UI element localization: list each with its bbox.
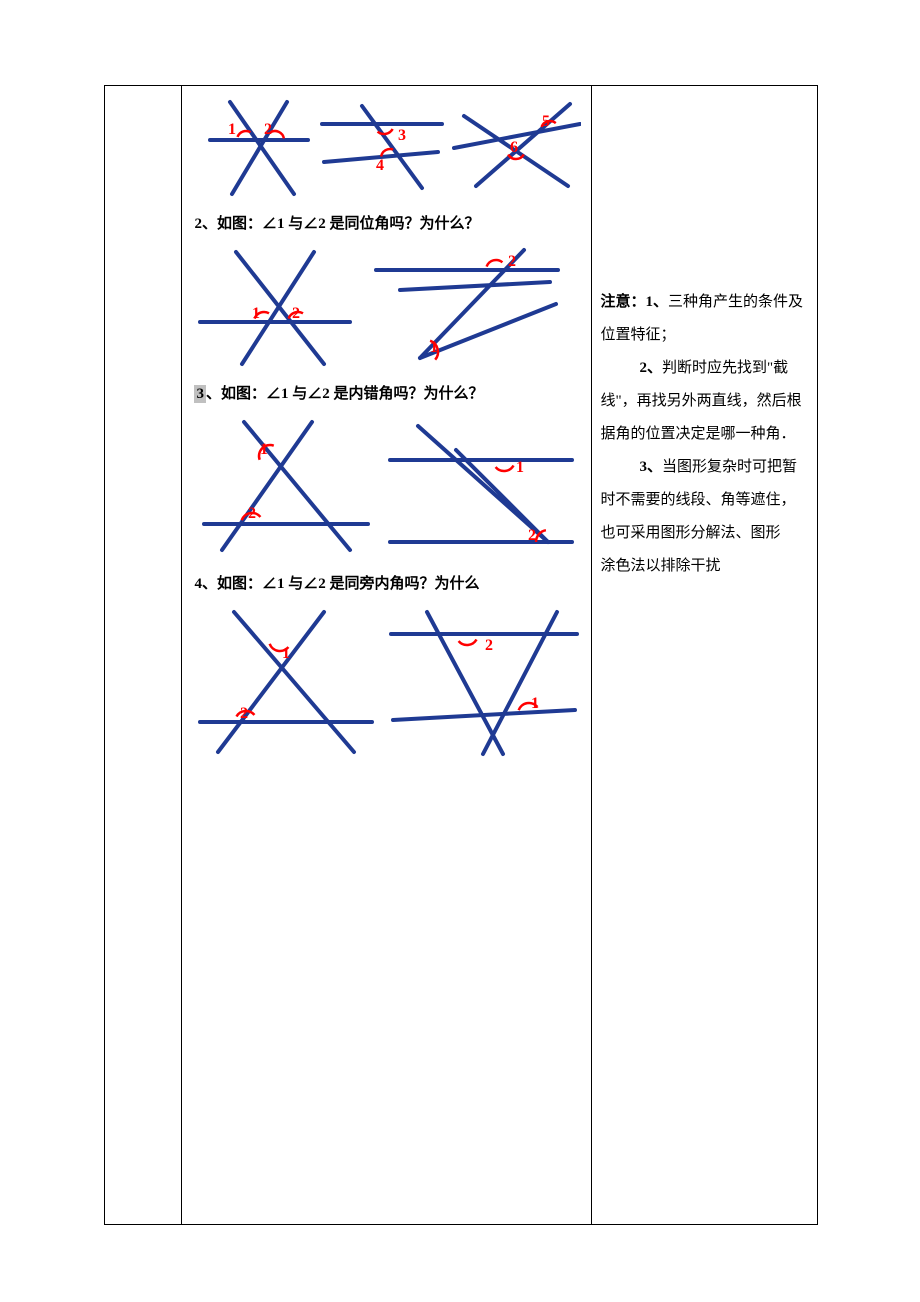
question-3: 3、如图：∠1 与∠2 是内错角吗？为什么？	[194, 382, 581, 406]
note-2-lead: 2、	[639, 360, 662, 376]
diagram-row-3: 1212	[192, 412, 581, 562]
svg-text:2: 2	[508, 253, 516, 270]
note-3-text: 当图形复杂时可把暂时不需要的线段、角等遮住，也可采用图形分解法、图形	[600, 459, 797, 541]
diagram-row-4: 1221	[192, 602, 581, 762]
svg-text:5: 5	[542, 113, 550, 130]
geometry-diagram: 56	[450, 94, 582, 202]
svg-text:2: 2	[292, 305, 300, 322]
svg-text:1: 1	[430, 339, 438, 356]
q3-highlight: 3	[194, 385, 206, 403]
svg-text:2: 2	[485, 637, 493, 654]
geometry-diagram: 12	[192, 412, 380, 562]
svg-text:2: 2	[264, 121, 272, 138]
left-column	[105, 86, 182, 1224]
note-4: 涂色法以排除干扰	[600, 550, 809, 583]
svg-text:2: 2	[240, 705, 248, 722]
geometry-diagram: 34	[318, 94, 446, 202]
diagram-row-1: 123456	[192, 94, 581, 202]
svg-text:1: 1	[260, 441, 268, 458]
notes-column: 注意：1、三种角产生的条件及位置特征； 2、判断时应先找到"截线"，再找另外两直…	[592, 86, 817, 1224]
svg-text:1: 1	[531, 695, 539, 712]
geometry-diagram: 12	[384, 412, 578, 562]
svg-text:1: 1	[228, 121, 236, 138]
note-3-lead: 3、	[639, 459, 662, 475]
note-2-text: 判断时应先找到"截线"，再找另外两直线，然后根据角的位置决定是哪一种角．	[600, 360, 801, 442]
svg-text:3: 3	[398, 127, 406, 144]
question-4: 4、如图：∠1 与∠2 是同旁内角吗？为什么	[194, 572, 581, 596]
svg-text:2: 2	[248, 505, 256, 522]
svg-text:2: 2	[528, 527, 536, 544]
question-2: 2、如图：∠1 与∠2 是同位角吗？为什么？	[194, 212, 581, 236]
svg-text:1: 1	[252, 305, 260, 322]
geometry-diagram: 12	[192, 602, 379, 762]
note-2: 2、判断时应先找到"截线"，再找另外两直线，然后根据角的位置决定是哪一种角．	[600, 352, 809, 451]
geometry-diagram: 12	[192, 242, 364, 372]
note-3: 3、当图形复杂时可把暂时不需要的线段、角等遮住，也可采用图形分解法、图形	[600, 451, 809, 550]
svg-text:4: 4	[376, 157, 384, 174]
worksheet-table: 123456 2、如图：∠1 与∠2 是同位角吗？为什么？ 1221 3、如图：…	[104, 85, 818, 1225]
geometry-diagram: 21	[368, 242, 564, 372]
svg-text:1: 1	[516, 459, 524, 476]
q3-text: 、如图：∠1 与∠2 是内错角吗？为什么？	[206, 386, 484, 402]
diagram-row-2: 1221	[192, 242, 581, 372]
note-1-lead: 注意：1、	[600, 294, 668, 310]
geometry-diagram: 21	[383, 602, 581, 762]
svg-text:6: 6	[510, 139, 518, 156]
main-column: 123456 2、如图：∠1 与∠2 是同位角吗？为什么？ 1221 3、如图：…	[182, 86, 592, 1224]
notes-block: 注意：1、三种角产生的条件及位置特征； 2、判断时应先找到"截线"，再找另外两直…	[600, 286, 809, 583]
svg-text:1: 1	[282, 645, 290, 662]
note-1: 注意：1、三种角产生的条件及位置特征；	[600, 286, 809, 352]
geometry-diagram: 12	[192, 94, 314, 202]
